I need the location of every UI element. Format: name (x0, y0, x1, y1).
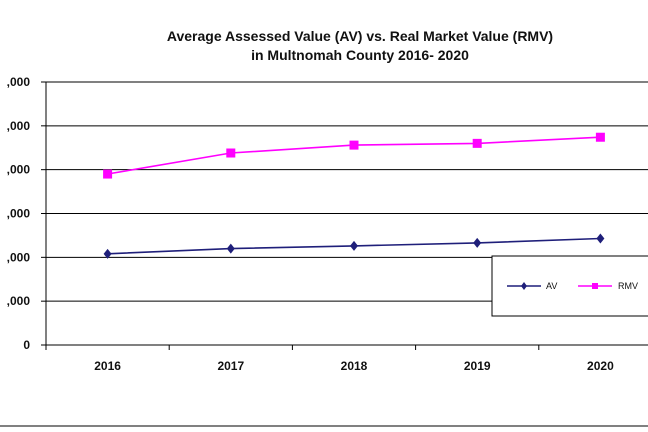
data-point-rmv (595, 132, 605, 142)
legend-marker-av (521, 282, 527, 290)
data-point-rmv (349, 140, 359, 150)
data-point-rmv (226, 148, 236, 158)
y-tick-label: ,000 (7, 163, 31, 177)
x-tick-label: 2020 (587, 359, 614, 373)
y-tick-label: 0 (23, 338, 30, 352)
data-point-av (350, 240, 358, 251)
legend-label-rmv: RMV (618, 281, 638, 291)
chart-title-line-1: Average Assessed Value (AV) vs. Real Mar… (166, 28, 554, 44)
data-point-av (473, 237, 482, 248)
data-point-rmv (103, 169, 113, 179)
y-tick-label: ,000 (7, 119, 31, 133)
data-point-av (596, 233, 605, 244)
chart-title-line-2: in Multnomah County 2016- 2020 (251, 47, 469, 63)
x-tick-label: 2016 (94, 359, 121, 373)
y-tick-label: ,000 (7, 294, 31, 308)
data-point-av (103, 248, 112, 259)
x-tick-label: 2019 (464, 359, 491, 373)
legend-label-av: AV (546, 281, 557, 291)
x-tick-label: 2018 (341, 359, 368, 373)
data-point-rmv (472, 138, 482, 148)
data-point-av (226, 243, 235, 254)
x-tick-label: 2017 (217, 359, 244, 373)
legend-marker-rmv (592, 283, 598, 289)
y-tick-label: ,000 (7, 250, 31, 264)
y-tick-label: ,000 (7, 75, 31, 89)
y-tick-label: ,000 (7, 207, 31, 221)
